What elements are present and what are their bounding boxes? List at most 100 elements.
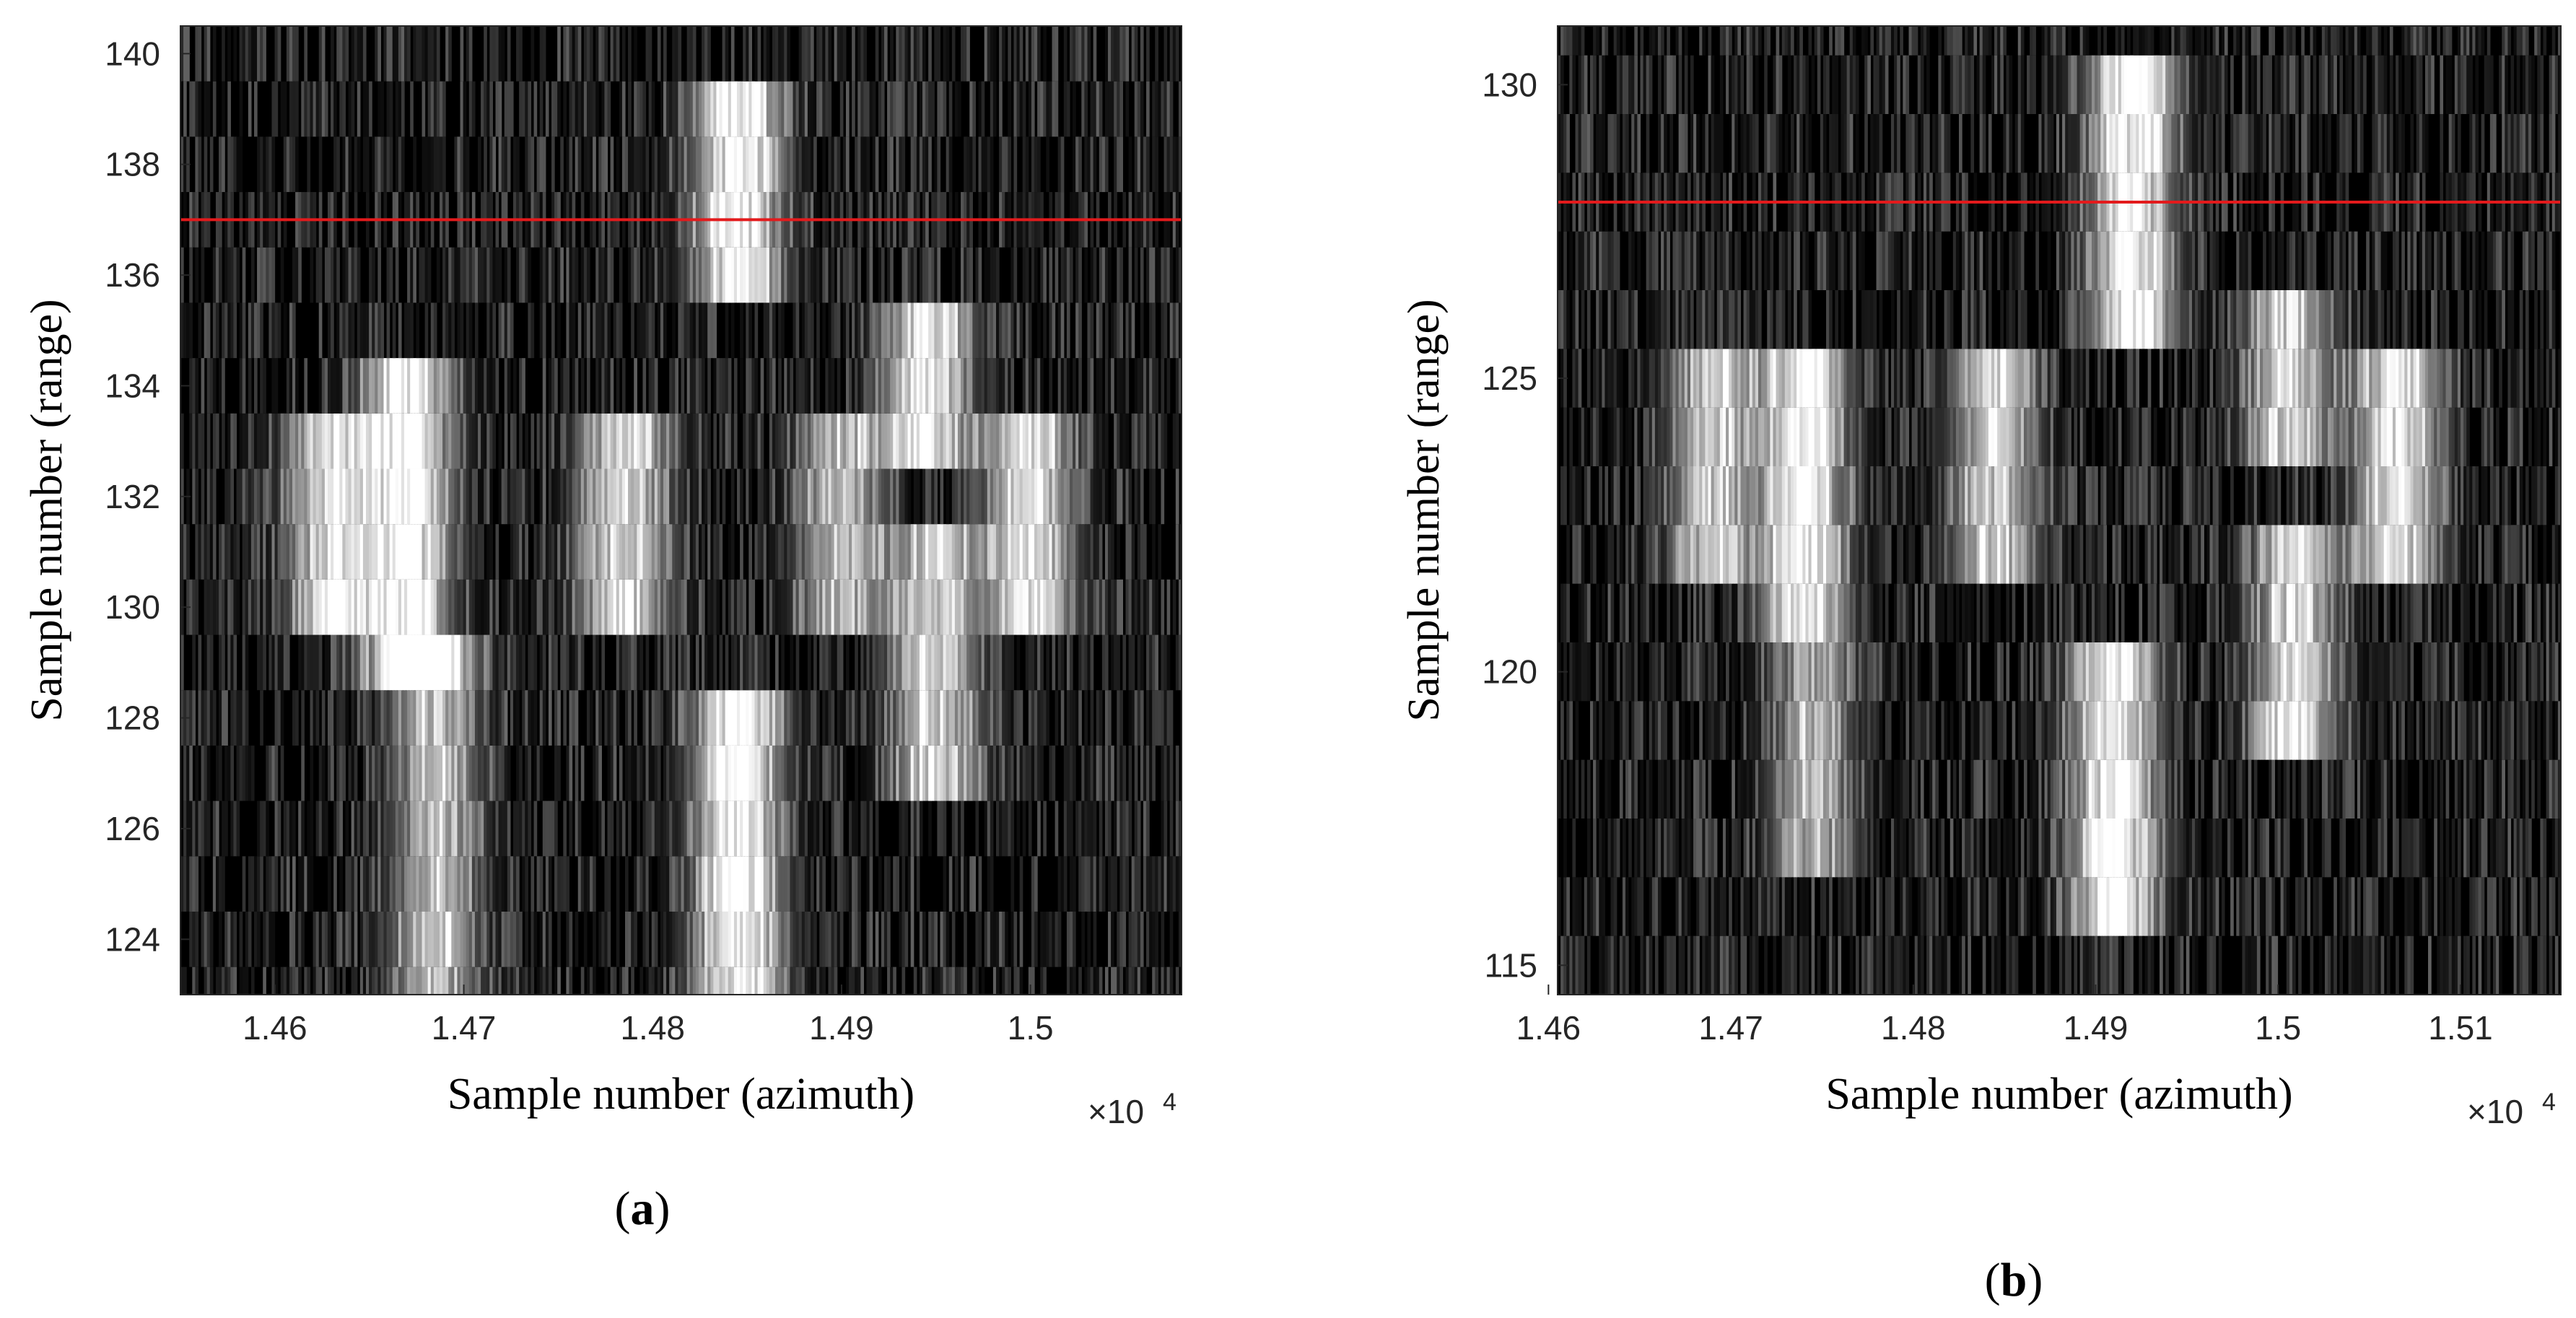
heatmap-cell — [336, 745, 340, 801]
heatmap-cell — [978, 690, 982, 746]
heatmap-cell — [257, 524, 261, 580]
heatmap-cell — [1104, 579, 1109, 635]
heatmap-cell — [1019, 856, 1023, 912]
heatmap-cell — [215, 579, 219, 635]
heatmap-cell — [1081, 81, 1085, 137]
heatmap-cell — [813, 358, 817, 414]
heatmap-cell — [1066, 524, 1070, 580]
heatmap-cell — [1019, 690, 1023, 746]
heatmap-cell — [981, 302, 985, 359]
heatmap-cell — [837, 800, 841, 857]
heatmap-cell — [525, 800, 528, 857]
heatmap-cell — [940, 524, 944, 580]
heatmap-cell — [422, 524, 426, 580]
heatmap-cell — [1034, 413, 1038, 469]
heatmap-cell — [1128, 690, 1132, 746]
heatmap-cell — [987, 579, 991, 635]
heatmap-cell — [315, 413, 320, 469]
heatmap-cell — [878, 524, 882, 580]
heatmap-cell — [528, 81, 532, 137]
heatmap-cell — [698, 524, 702, 580]
heatmap-cell — [990, 524, 994, 580]
heatmap-cell — [689, 468, 694, 525]
heatmap-cell — [268, 413, 273, 469]
heatmap-cell — [613, 690, 617, 746]
heatmap-cell — [883, 690, 888, 746]
heatmap-cell — [746, 358, 749, 414]
heatmap-cell — [310, 247, 314, 303]
heatmap-cell — [660, 524, 664, 580]
heatmap-cell — [669, 745, 673, 801]
heatmap-cell — [795, 302, 800, 359]
heatmap-cell — [943, 856, 947, 912]
heatmap-cell — [716, 468, 720, 525]
axes-frame — [180, 25, 1182, 995]
heatmap-cell — [819, 579, 823, 635]
heatmap-cell — [686, 26, 691, 82]
heatmap-cell — [516, 26, 520, 82]
heatmap-cell — [222, 856, 225, 912]
heatmap-cell — [628, 136, 632, 193]
heatmap-cell — [245, 634, 249, 691]
heatmap-cell — [931, 634, 935, 691]
heatmap-cell — [1128, 800, 1132, 857]
heatmap-cell — [849, 413, 852, 469]
heatmap-cell — [893, 81, 896, 137]
heatmap-cell — [248, 856, 252, 912]
heatmap-cell — [451, 524, 455, 580]
heatmap-cell — [819, 468, 823, 525]
heatmap-cell — [239, 966, 243, 995]
heatmap-cell — [1075, 579, 1079, 635]
heatmap-cell — [304, 413, 308, 469]
heatmap-cell — [410, 468, 414, 525]
heatmap-cell — [1117, 26, 1120, 82]
heatmap-cell — [778, 468, 782, 525]
heatmap-cell — [1111, 81, 1114, 137]
heatmap-cell — [619, 800, 623, 857]
heatmap-cell — [489, 81, 494, 137]
heatmap-cell — [474, 302, 479, 359]
heatmap-cell — [613, 966, 617, 995]
heatmap-cell — [1152, 911, 1156, 967]
heatmap-cell — [569, 413, 573, 469]
heatmap-cell — [787, 413, 791, 469]
heatmap-cell — [698, 579, 702, 635]
heatmap-cell — [987, 302, 991, 359]
heatmap-cell — [215, 745, 219, 801]
heatmap-cell — [410, 413, 414, 469]
heatmap-cell — [684, 856, 688, 912]
heatmap-cell — [298, 524, 302, 580]
heatmap-cell — [445, 690, 449, 746]
heatmap-cell — [831, 302, 835, 359]
heatmap-cell — [424, 247, 429, 303]
heatmap-cell — [837, 856, 841, 912]
heatmap-cell — [474, 745, 479, 801]
heatmap-cell — [775, 690, 779, 746]
heatmap-cell — [593, 800, 596, 857]
heatmap-cell — [1163, 413, 1168, 469]
heatmap-cell — [954, 966, 959, 995]
heatmap-cell — [719, 81, 723, 137]
heatmap-cell — [327, 966, 331, 995]
heatmap-cell — [1169, 81, 1174, 137]
heatmap-cell — [604, 911, 608, 967]
heatmap-cell — [575, 26, 579, 82]
heatmap-cell — [206, 911, 211, 967]
heatmap-cell — [1055, 690, 1059, 746]
heatmap-cell — [763, 302, 767, 359]
heatmap-cell — [890, 358, 894, 414]
heatmap-cell — [230, 800, 235, 857]
heatmap-cell — [422, 634, 426, 691]
heatmap-cell — [1125, 81, 1130, 137]
heatmap-cell — [536, 856, 541, 912]
heatmap-cell — [990, 468, 994, 525]
heatmap-cell — [616, 800, 620, 857]
heatmap-cell — [1073, 468, 1076, 525]
heatmap-cell — [807, 690, 811, 746]
heatmap-cell — [716, 136, 720, 193]
heatmap-cell — [987, 26, 991, 82]
heatmap-cell — [698, 745, 702, 801]
heatmap-cell — [999, 81, 1003, 137]
heatmap-cell — [992, 413, 997, 469]
heatmap-cell — [489, 358, 494, 414]
